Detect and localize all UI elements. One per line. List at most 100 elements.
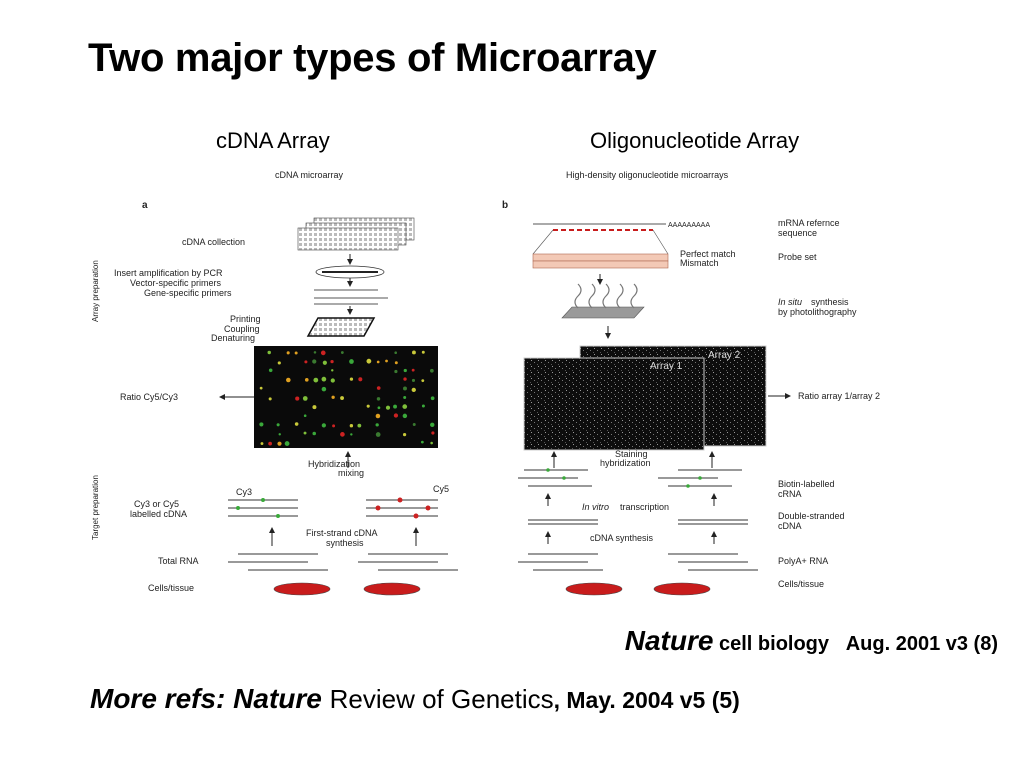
oligo-probes xyxy=(574,283,638,309)
mismatch-row xyxy=(532,260,669,269)
array-spot xyxy=(412,350,416,355)
array-spot xyxy=(411,378,416,383)
array-spot xyxy=(375,423,379,427)
oligo-heading: High-density oligonucleotide microarrays xyxy=(566,170,729,180)
array-spot xyxy=(393,413,399,418)
photolithography-chip xyxy=(561,306,645,319)
array-spot xyxy=(313,377,319,383)
array-spot xyxy=(267,350,271,355)
total-rna-label: Total RNA xyxy=(158,556,199,566)
array-spot xyxy=(376,360,380,364)
crna-strands xyxy=(518,468,742,488)
array-spot xyxy=(340,432,345,437)
citation-nature-cell-biology: Nature cell biology Aug. 2001 v3 (8) xyxy=(625,625,998,657)
petri-dish-2 xyxy=(363,582,421,596)
slide-title: Two major types of Microarray xyxy=(88,36,657,80)
staining-label: Staining xyxy=(615,449,648,459)
array-spot xyxy=(421,404,425,408)
array-spot xyxy=(286,351,290,355)
array-spot xyxy=(304,378,309,382)
more-refs-prefix: More refs: Nature xyxy=(90,683,322,714)
ratio-array-label: Ratio array 1/array 2 xyxy=(798,391,880,401)
array-spot xyxy=(394,351,397,354)
array-spot xyxy=(321,376,327,382)
array-spot xyxy=(331,395,335,399)
in-situ-label: In situ xyxy=(778,297,802,307)
array-2-label: Array 2 xyxy=(708,350,741,361)
more-refs-journal: Review of Genetics xyxy=(329,684,554,714)
transcription-label: transcription xyxy=(620,502,669,512)
array-spot xyxy=(393,404,397,409)
array-spot xyxy=(340,351,344,354)
crna-label: cRNA xyxy=(778,489,802,499)
step-mixing: mixing xyxy=(338,468,364,478)
array-spot xyxy=(376,386,381,390)
cdna-array-spots xyxy=(259,350,435,446)
oligo-array-heading: Oligonucleotide Array xyxy=(590,128,800,153)
cy3-or-cy5-label: Cy3 or Cy5 xyxy=(134,499,179,509)
array-spot xyxy=(403,386,407,391)
array-spot xyxy=(277,361,281,365)
array-spot xyxy=(411,368,415,372)
array-spot xyxy=(312,431,317,436)
in-vitro-label: In vitro xyxy=(582,502,609,512)
step-denaturing: Denaturing xyxy=(211,333,255,343)
polya-rna-label: PolyA+ RNA xyxy=(778,556,828,566)
step-coupling: Coupling xyxy=(224,324,260,334)
array-spot xyxy=(330,378,335,383)
array-spot xyxy=(321,423,326,428)
array-spot xyxy=(358,377,363,382)
array-spot xyxy=(349,424,354,428)
biotin-labelled-label: Biotin-labelled xyxy=(778,479,835,489)
array-spot xyxy=(302,396,308,401)
cells-tissue-label-right: Cells/tissue xyxy=(778,579,824,589)
array-spot xyxy=(321,386,327,392)
array-spot xyxy=(259,422,264,427)
perfect-match-label: Perfect match xyxy=(680,249,736,259)
microarray-figure: cDNA microarray a Array preparation Targ… xyxy=(91,170,880,596)
array-spot xyxy=(375,432,381,437)
array-spot xyxy=(322,360,327,365)
ratio-cy5-cy3-label: Ratio Cy5/Cy3 xyxy=(120,392,178,402)
citation-section: cell biology xyxy=(719,633,830,655)
petri-dish-3 xyxy=(565,582,623,596)
cy5-strands xyxy=(366,497,438,519)
array-spot xyxy=(259,386,263,390)
array-spot xyxy=(260,442,264,445)
array-spot xyxy=(350,433,353,436)
array-spot xyxy=(313,351,317,354)
cells-tissue-label-left: Cells/tissue xyxy=(148,583,194,593)
array-spot xyxy=(349,377,354,381)
array-spot xyxy=(366,358,372,364)
cdna-plates xyxy=(297,217,415,251)
labelled-cdna-label: labelled cDNA xyxy=(130,509,187,519)
cdna-synthesis-label: cDNA synthesis xyxy=(590,533,654,543)
double-stranded-label: Double-stranded xyxy=(778,511,845,521)
array-spot xyxy=(412,423,416,426)
total-rna-strands xyxy=(228,553,458,571)
array-spot xyxy=(304,360,308,364)
array-spot xyxy=(394,369,398,374)
array-spot xyxy=(430,368,434,373)
array-spot xyxy=(294,422,299,426)
array-spot xyxy=(431,431,435,435)
synthesis-label: synthesis xyxy=(811,297,849,307)
petri-dish-4 xyxy=(653,582,711,596)
step-gene-primers: Gene-specific primers xyxy=(144,288,232,298)
array-spot xyxy=(268,441,272,446)
panel-letter-b: b xyxy=(502,200,508,211)
array-spot xyxy=(420,440,424,444)
array-spot xyxy=(330,360,334,364)
array-spot xyxy=(268,368,273,373)
array-spot xyxy=(411,387,416,393)
array-spot xyxy=(340,396,344,400)
array-spot xyxy=(394,361,398,365)
array-spot xyxy=(402,413,408,419)
array-spot xyxy=(366,404,370,408)
probe-set-label: Probe set xyxy=(778,252,817,262)
hybridization-label: hybridization xyxy=(600,458,651,468)
array-spot xyxy=(286,377,291,383)
array-spot xyxy=(402,432,407,437)
array-spot xyxy=(385,359,388,363)
array-spot xyxy=(312,359,317,364)
